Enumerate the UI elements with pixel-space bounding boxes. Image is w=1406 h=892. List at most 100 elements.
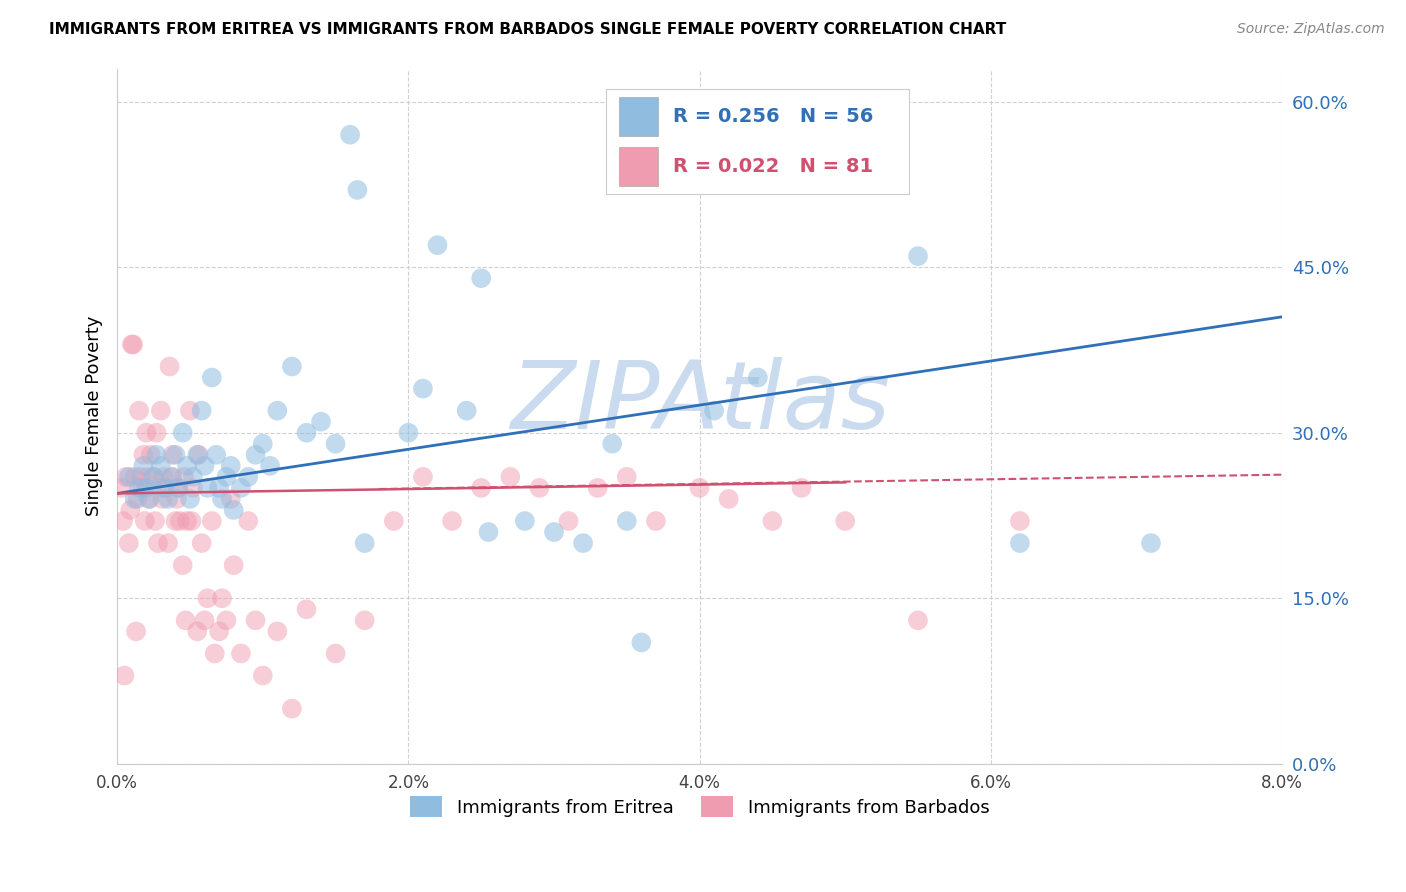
Point <box>186 448 208 462</box>
Point <box>162 470 184 484</box>
Point <box>630 635 652 649</box>
Point <box>717 491 740 506</box>
Point <box>281 359 304 374</box>
Point <box>396 425 419 440</box>
Point <box>1008 514 1031 528</box>
Point <box>215 470 238 484</box>
Point <box>122 337 145 351</box>
Point <box>325 436 347 450</box>
Point <box>138 491 160 506</box>
Point <box>159 359 181 374</box>
Point <box>426 238 449 252</box>
Point <box>155 481 177 495</box>
Point <box>132 458 155 473</box>
Point <box>204 647 226 661</box>
Point <box>907 613 929 627</box>
Point <box>176 458 198 473</box>
Point <box>118 536 141 550</box>
Point <box>790 481 813 495</box>
Point <box>118 470 141 484</box>
Point <box>245 613 267 627</box>
Point <box>174 613 197 627</box>
Point <box>142 470 165 484</box>
Point <box>172 558 194 573</box>
Point <box>616 470 638 484</box>
Point <box>211 491 233 506</box>
Point <box>761 514 783 528</box>
Point <box>149 403 172 417</box>
Point <box>157 491 180 506</box>
Point <box>131 481 153 495</box>
Point <box>456 403 478 417</box>
Point <box>477 524 499 539</box>
Point <box>205 448 228 462</box>
Point <box>600 436 623 450</box>
Point <box>295 602 318 616</box>
Point <box>187 448 209 462</box>
Point <box>150 491 173 506</box>
Point <box>513 514 536 528</box>
Point <box>219 491 242 506</box>
Point <box>145 448 167 462</box>
Point <box>325 647 347 661</box>
Point <box>143 514 166 528</box>
Text: IMMIGRANTS FROM ERITREA VS IMMIGRANTS FROM BARBADOS SINGLE FEMALE POVERTY CORREL: IMMIGRANTS FROM ERITREA VS IMMIGRANTS FR… <box>49 22 1007 37</box>
Point <box>295 425 318 440</box>
Point <box>160 470 183 484</box>
Point <box>145 425 167 440</box>
Point <box>645 514 668 528</box>
Point <box>586 481 609 495</box>
Point <box>747 370 769 384</box>
Point <box>169 514 191 528</box>
Point <box>152 481 174 495</box>
Point <box>134 514 156 528</box>
Point <box>222 503 245 517</box>
Point <box>128 403 150 417</box>
Point <box>180 514 202 528</box>
Point <box>529 481 551 495</box>
Point <box>557 514 579 528</box>
Point <box>219 458 242 473</box>
Point <box>142 470 165 484</box>
Point <box>215 613 238 627</box>
Point <box>201 514 224 528</box>
Point <box>132 448 155 462</box>
Point <box>353 536 375 550</box>
Point <box>124 491 146 506</box>
Point <box>120 503 142 517</box>
Point <box>1008 536 1031 550</box>
Point <box>149 458 172 473</box>
Point <box>152 470 174 484</box>
Point <box>229 481 252 495</box>
Point <box>111 514 134 528</box>
Point <box>139 448 162 462</box>
Point <box>572 536 595 550</box>
Point <box>167 481 190 495</box>
Point <box>266 624 288 639</box>
Point <box>208 624 231 639</box>
Point <box>543 524 565 539</box>
Point <box>193 613 215 627</box>
Point <box>135 425 157 440</box>
Point <box>616 514 638 528</box>
Point <box>173 470 195 484</box>
Point <box>193 458 215 473</box>
Point <box>165 448 187 462</box>
Point <box>703 403 725 417</box>
Point <box>222 558 245 573</box>
Point <box>121 337 143 351</box>
Point <box>309 415 332 429</box>
Point <box>138 491 160 506</box>
Point <box>115 470 138 484</box>
Point <box>229 647 252 661</box>
Point <box>146 536 169 550</box>
Point <box>186 624 208 639</box>
Point <box>281 701 304 715</box>
Point <box>201 370 224 384</box>
Point <box>834 514 856 528</box>
Legend: Immigrants from Eritrea, Immigrants from Barbados: Immigrants from Eritrea, Immigrants from… <box>402 789 997 824</box>
Point <box>412 470 434 484</box>
Point <box>441 514 464 528</box>
Point <box>245 448 267 462</box>
Point <box>136 470 159 484</box>
